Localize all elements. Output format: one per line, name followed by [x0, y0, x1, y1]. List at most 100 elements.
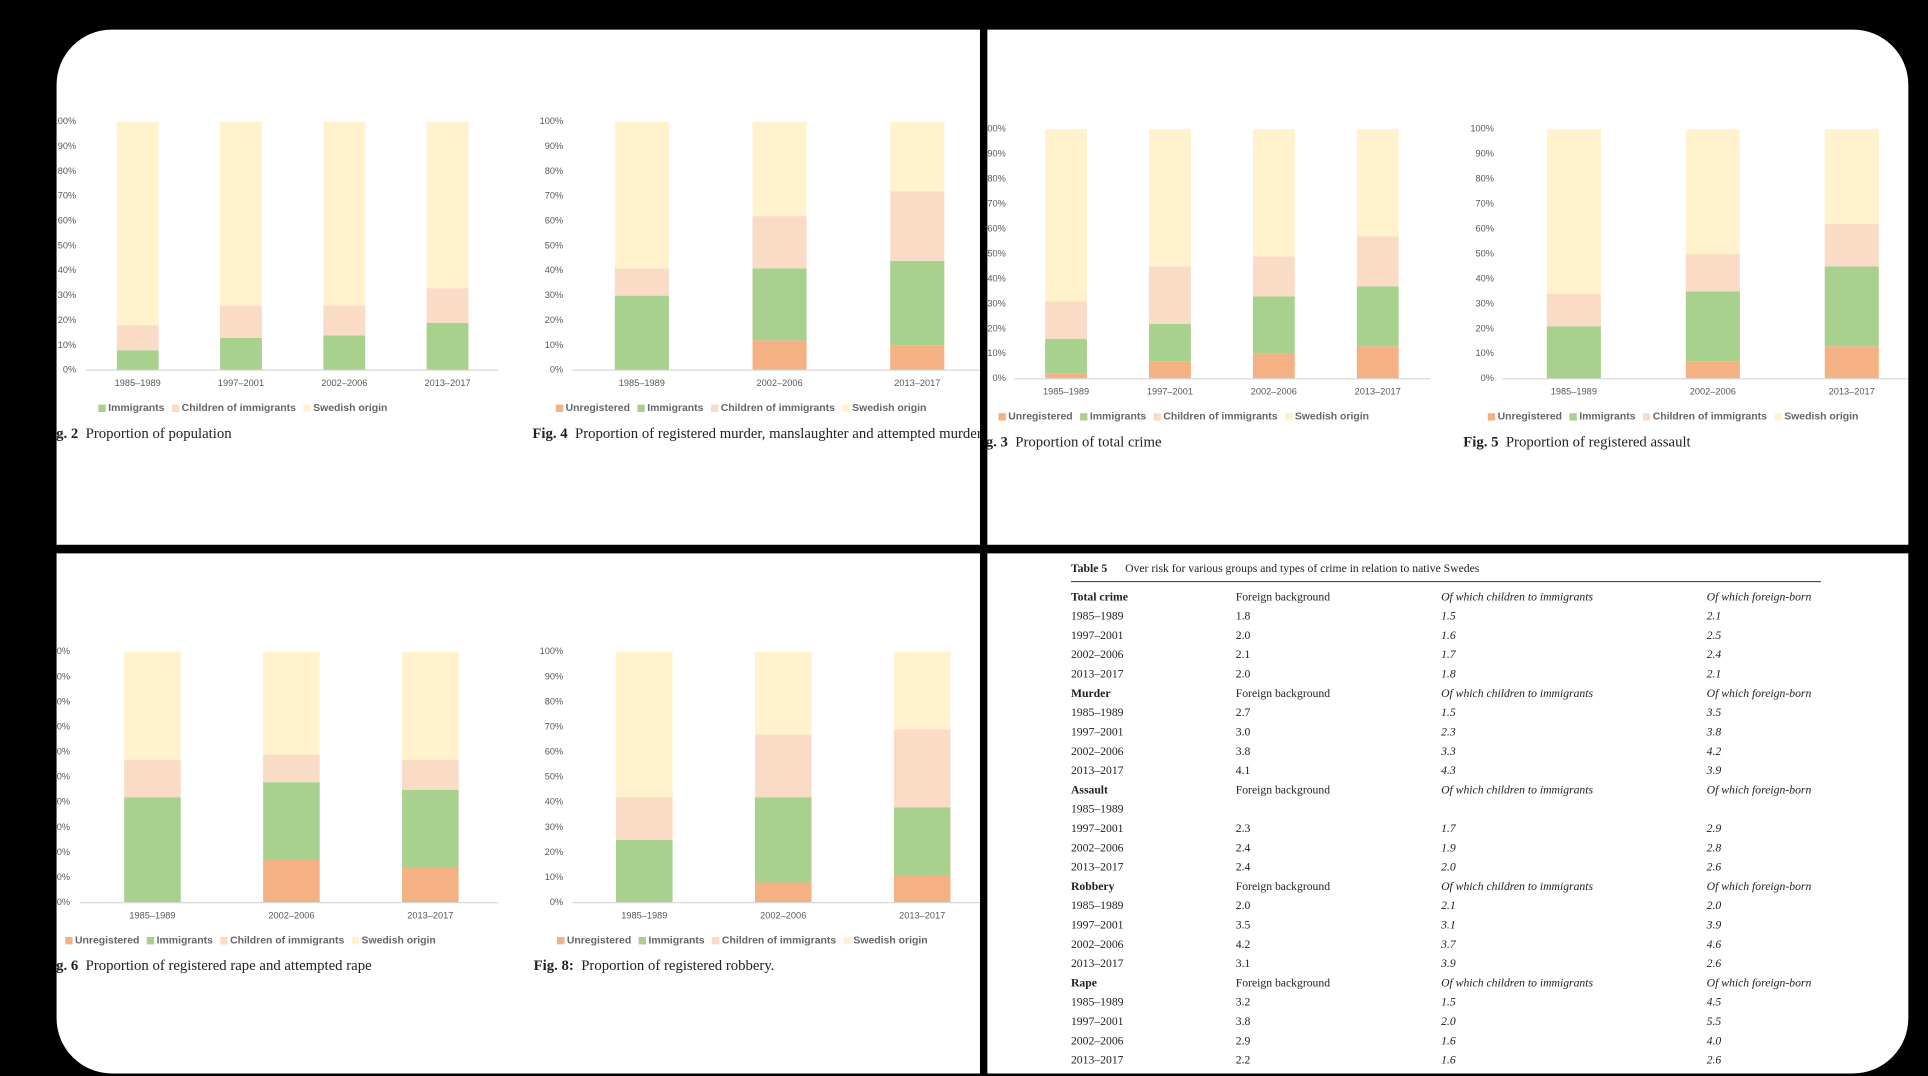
figure-label: Fig. 4	[532, 425, 568, 442]
figure-caption: Fig. 2 Proportion of population	[57, 425, 511, 441]
y-tick-label: 30%	[52, 822, 70, 832]
y-tick-label: 30%	[987, 298, 1005, 308]
bar-segment	[1546, 326, 1601, 379]
legend-swatch	[710, 404, 719, 412]
divider	[49, 544, 1919, 554]
column-header: Foreign background	[1236, 976, 1330, 989]
table-cell: 3.7	[1440, 938, 1457, 951]
y-tick-label: 0%	[57, 897, 70, 907]
table-cell: 3.8	[1236, 1015, 1251, 1028]
table-cell: 2.6	[1707, 861, 1722, 874]
table-cell: 1985–1989	[1071, 706, 1124, 719]
table-cell: 2.3	[1441, 725, 1456, 738]
legend-label: Swedish origin	[852, 403, 926, 414]
table-cell: 1985–1989	[1071, 610, 1124, 623]
bar-segment	[614, 268, 669, 296]
bar-segment	[116, 350, 159, 371]
y-tick-label: 70%	[58, 191, 76, 201]
x-tick-label: 1985–1989	[621, 911, 667, 921]
y-tick-label: 0%	[550, 365, 563, 375]
x-tick-label: 2013–2017	[899, 911, 945, 921]
legend-swatch	[842, 404, 850, 412]
table-cell: 3.9	[1706, 919, 1722, 932]
table-cell: 2002–2006	[1071, 1034, 1124, 1047]
y-tick-label: 60%	[58, 216, 76, 226]
table-cell: 2013–2017	[1071, 1054, 1124, 1067]
caption: Fig. 3 Proportion of total crime	[972, 434, 1161, 451]
column-header: Foreign background	[1236, 880, 1330, 893]
table-cell: 2.5	[1707, 629, 1722, 642]
caption: Fig. 8: Proportion of registered robbery.	[534, 958, 775, 973]
legend-swatch	[1153, 413, 1161, 421]
table-cell: 2.0	[1707, 899, 1722, 912]
figure-label: Fig. 3	[972, 434, 1008, 451]
legend-label: Children of immigrants	[1653, 412, 1767, 423]
panel-group: 0% 10% 20% 30% 40% 50% 60% 70% 80% 90% 100% 1985–19…	[57, 116, 511, 441]
table-cell: 4.2	[1707, 745, 1722, 758]
y-tick-label: 10%	[1476, 348, 1494, 358]
figure-caption: Fig. 6 Proportion of registered rape and …	[43, 957, 511, 974]
bar-segment	[1149, 129, 1191, 267]
table-cell: 1985–1989	[1071, 803, 1124, 816]
bar-segment	[1356, 286, 1399, 347]
y-tick-label: 30%	[545, 822, 563, 832]
table-cell: 2.1	[1707, 668, 1722, 681]
y-tick-label: 30%	[58, 290, 76, 300]
table-cell: 2013–2017	[1071, 668, 1124, 681]
legend-swatch	[303, 404, 311, 412]
bar-segment	[616, 651, 673, 798]
table-cell: 4.1	[1236, 764, 1251, 777]
y-tick-label: 70%	[545, 721, 563, 731]
column-header: Of which foreign-born	[1707, 687, 1812, 700]
table-cell: 4.5	[1707, 996, 1722, 1009]
bar-segment	[1824, 266, 1879, 347]
x-tick-label: 2002–2006	[268, 911, 314, 921]
group-name: Murder	[1071, 687, 1111, 700]
legend-label: Immigrants	[1090, 412, 1146, 423]
bar-segment	[1149, 266, 1191, 324]
bar-segment	[1356, 236, 1399, 287]
legend-label: Unregistered	[1498, 412, 1562, 423]
group-name: Rape	[1071, 976, 1097, 989]
bar-segment	[1149, 361, 1191, 379]
bar-segment	[323, 335, 366, 371]
y-tick-label: 80%	[545, 166, 563, 176]
y-tick-label: 40%	[1476, 273, 1494, 283]
legend-label: Immigrants	[647, 403, 703, 414]
figure-label: Fig. 6	[43, 957, 79, 974]
legend-label: Children of immigrants	[721, 403, 835, 414]
x-tick-label: 2013–2017	[1355, 387, 1401, 397]
bar-segment	[116, 121, 159, 326]
table-cell: 2.0	[1236, 668, 1251, 681]
table-cell: 1.5	[1441, 706, 1456, 719]
y-tick-label: 80%	[545, 696, 563, 706]
y-tick-label: 10%	[545, 340, 563, 350]
table-cell: 3.1	[1440, 919, 1456, 932]
bar-segment	[754, 882, 812, 903]
legend-swatch	[843, 937, 851, 945]
column-header: Foreign background	[1236, 783, 1330, 796]
y-tick-label: 90%	[52, 671, 70, 681]
figure-title: Proportion of registered murder, manslau…	[575, 425, 982, 442]
figure-title: Proportion of registered assault	[1505, 434, 1691, 451]
bar-segment	[1252, 296, 1295, 354]
bar-segment	[1685, 253, 1740, 292]
bar-segment	[1685, 361, 1740, 379]
bar-segment	[263, 859, 320, 903]
legend-label: Immigrants	[1579, 412, 1635, 423]
table-cell: 2.6	[1707, 957, 1722, 970]
y-tick-label: 60%	[545, 216, 563, 226]
legend-swatch	[638, 937, 646, 945]
bar-segment	[1685, 291, 1740, 362]
legend-swatch	[1080, 413, 1088, 421]
bar-segment	[1045, 373, 1087, 379]
table-cell: 3.9	[1440, 957, 1456, 970]
table-cell: 3.5	[1236, 919, 1251, 932]
figure-label: Fig. 5	[1463, 434, 1499, 451]
bar-segment	[614, 121, 669, 269]
y-tick-label: 70%	[52, 721, 70, 731]
table-cell: 1997–2001	[1071, 725, 1124, 738]
group-name: Robbery	[1071, 880, 1115, 893]
bar-segment	[263, 651, 320, 755]
y-tick-label: 40%	[987, 273, 1005, 283]
